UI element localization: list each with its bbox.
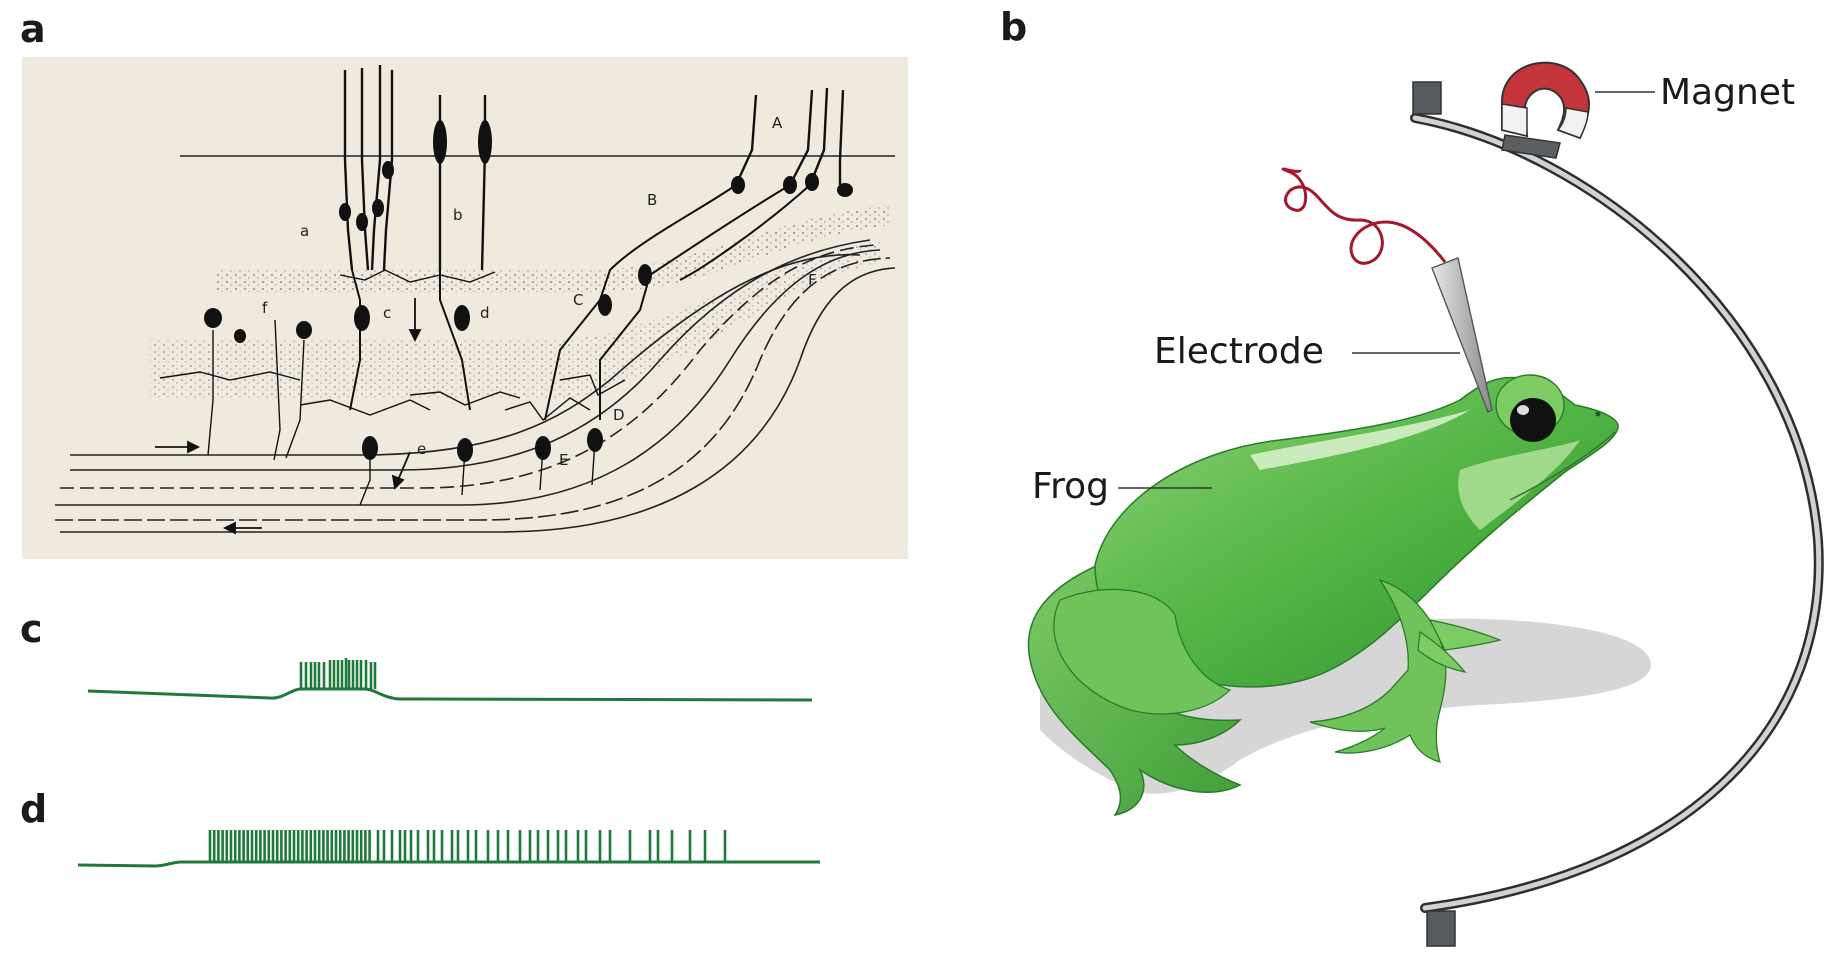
trace-d — [77, 830, 820, 868]
retina-letter-A: A — [772, 114, 783, 132]
retina-letter-a: a — [300, 222, 309, 240]
retina-letter-c: c — [383, 304, 391, 322]
plexiform-band-inner — [150, 240, 880, 400]
retina-arrows — [155, 298, 422, 535]
retina-drawing: A B C D E F a b c d e f — [22, 57, 908, 559]
frog-nostril — [1595, 411, 1601, 417]
trace-c-spikes — [299, 658, 377, 689]
retina-letter-E: E — [559, 451, 568, 469]
frog-front-leg — [1309, 578, 1447, 763]
frog-back-highlight — [1250, 410, 1470, 470]
frog-front-foot — [1417, 619, 1502, 673]
panel-label-a: a — [20, 7, 46, 51]
trace-c — [87, 658, 813, 702]
panel-label-c: c — [20, 607, 43, 651]
panel-label-d: d — [20, 787, 48, 831]
retina-letter-B: B — [647, 191, 657, 209]
frog-mouth — [1509, 431, 1616, 501]
retina-letter-C: C — [573, 291, 583, 309]
electrode-label: Electrode — [1154, 331, 1324, 372]
arc-track-inner — [1412, 115, 1822, 911]
ganglion-dendrites — [159, 269, 626, 506]
retina-letter-d: d — [480, 304, 490, 322]
frog-thigh — [1053, 588, 1232, 715]
bipolar-nuclei — [354, 264, 652, 331]
retina-letter-F: F — [808, 271, 817, 289]
panel-label-b: b — [1000, 5, 1028, 49]
magnetic-arc-rig — [1410, 81, 1824, 947]
arc-bottom-block — [1426, 910, 1456, 947]
electrode-icon — [1431, 257, 1493, 413]
arc-top-block — [1412, 81, 1442, 115]
frog-illustration — [1027, 374, 1619, 817]
trace-c-baseline — [87, 687, 813, 702]
frog-eye-highlight — [1517, 405, 1529, 415]
retina-letter-D: D — [613, 406, 625, 424]
trace-d-spikes — [208, 830, 727, 862]
frog-label: Frog — [1032, 466, 1109, 507]
frog-throat — [1458, 440, 1580, 530]
electrode-wire — [1281, 167, 1447, 265]
photoreceptor-nuclei — [339, 120, 853, 231]
magnet-icon — [1501, 61, 1590, 159]
retina-letter-f: f — [262, 299, 268, 317]
retina-letter-e: e — [417, 440, 426, 458]
magnet-base — [1501, 134, 1561, 159]
magnet-label: Magnet — [1660, 72, 1795, 113]
frog-body — [1094, 376, 1619, 688]
photoreceptor-cells — [343, 65, 845, 271]
frog-eye — [1510, 398, 1556, 442]
trace-d-baseline — [77, 860, 820, 868]
retina-letter-b: b — [453, 206, 463, 224]
